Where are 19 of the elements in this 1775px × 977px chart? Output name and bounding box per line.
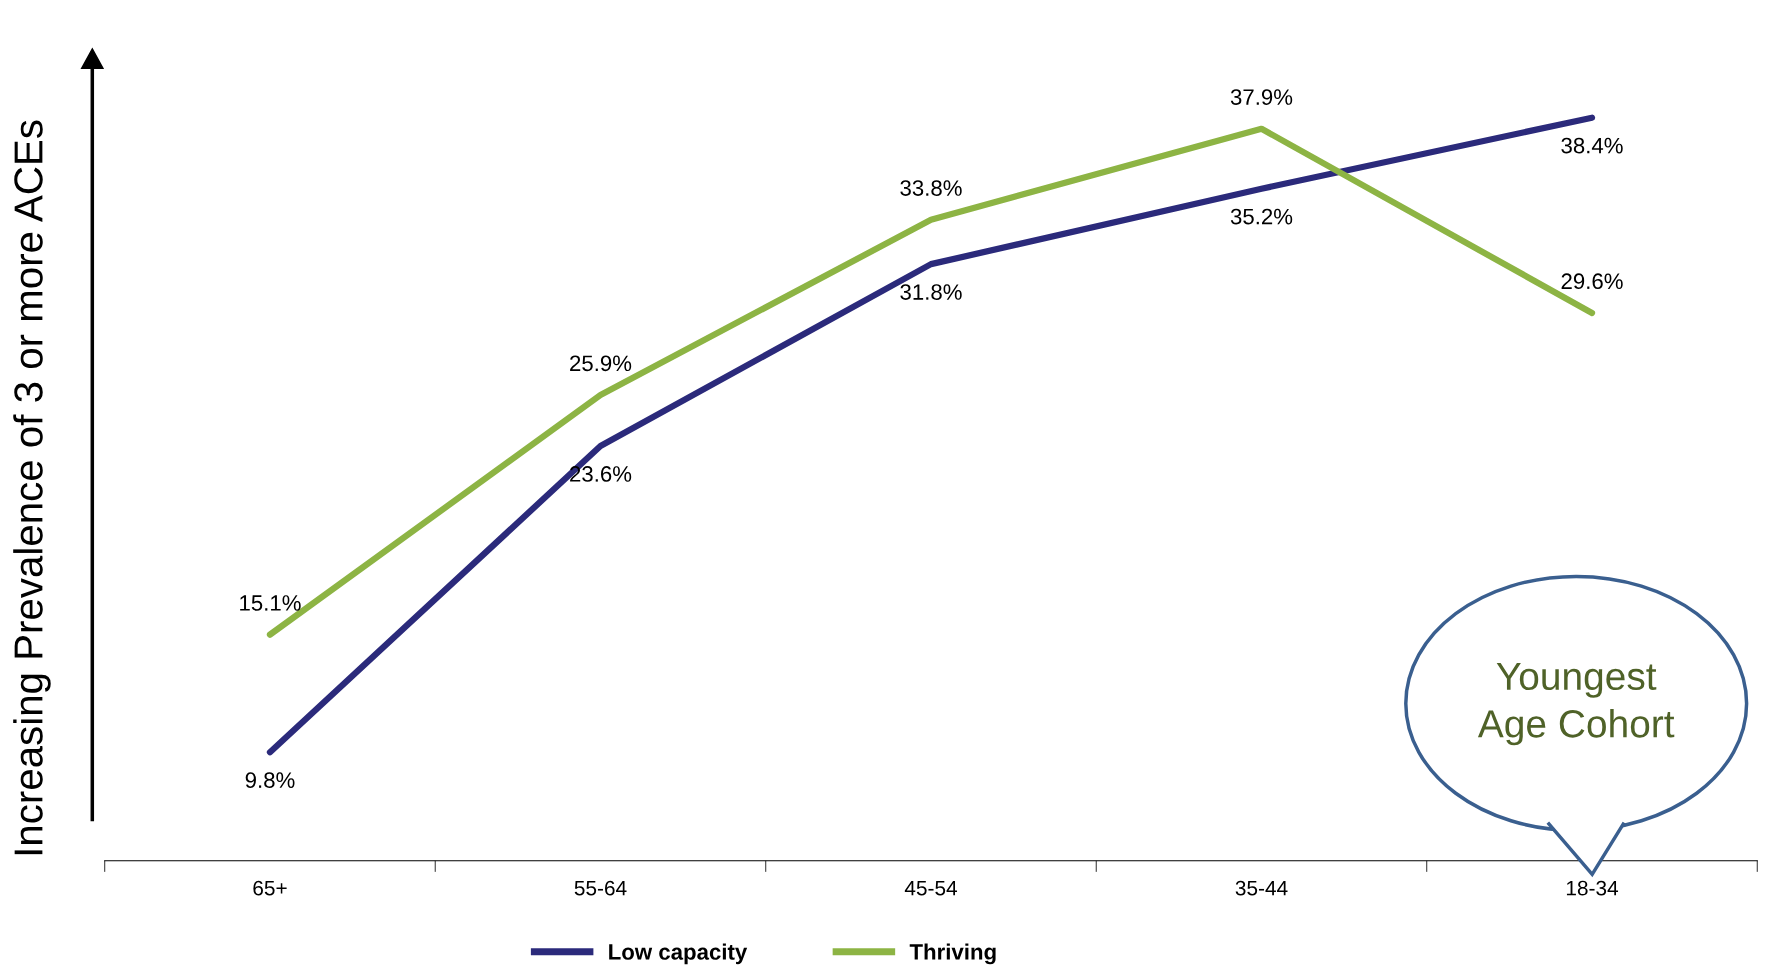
- data-label: 37.9%: [1230, 89, 1293, 105]
- data-label: 31.8%: [900, 284, 962, 300]
- legend-label: Low capacity: [609, 943, 748, 965]
- x-tick-label: 65+: [253, 880, 287, 896]
- data-label: 29.6%: [1561, 273, 1623, 290]
- data-label: 9.8%: [245, 772, 295, 788]
- data-label: 33.8%: [900, 180, 962, 196]
- data-label: 23.6%: [570, 466, 632, 482]
- annotation: Youngest Age Cohort: [1477, 662, 1675, 746]
- data-label: 38.4%: [1561, 137, 1623, 154]
- data-label: 15.1%: [240, 595, 301, 611]
- x-tick-label: 45-54: [904, 880, 958, 896]
- data-label: 35.2%: [1230, 208, 1293, 225]
- x-tick-label: 35-44: [1235, 880, 1288, 896]
- y-axis-title: Increasing Prevalence of 3 or more ACEs: [13, 120, 51, 855]
- x-tick-label: 55-64: [574, 880, 627, 896]
- x-tick-label: 18-34: [1566, 880, 1619, 896]
- legend-label: Thriving: [909, 943, 996, 965]
- data-label: 25.9%: [570, 355, 632, 372]
